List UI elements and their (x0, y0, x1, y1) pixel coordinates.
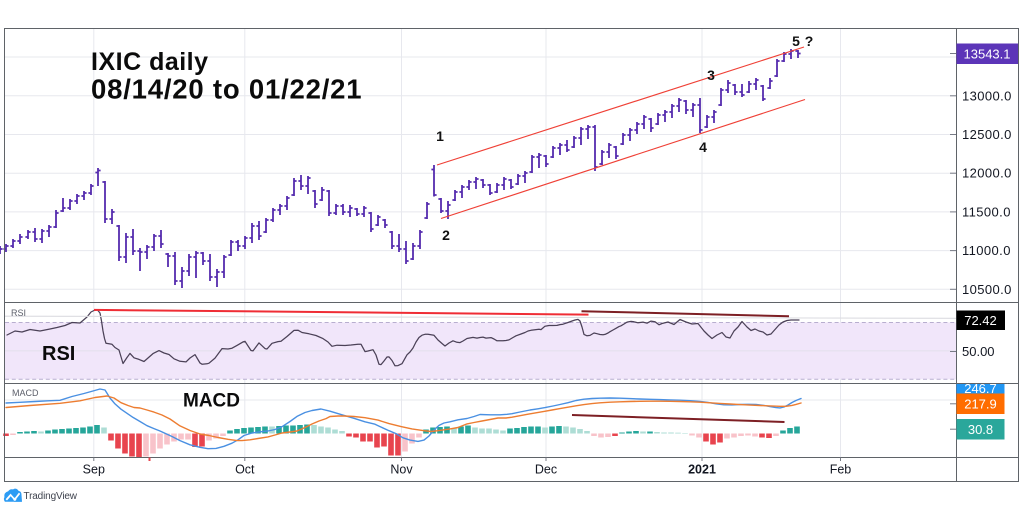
svg-text:50.00: 50.00 (962, 344, 995, 359)
svg-text:TradingView: TradingView (24, 491, 78, 502)
svg-text:Nov: Nov (390, 463, 413, 477)
svg-text:Oct: Oct (235, 463, 255, 477)
svg-text:Feb: Feb (830, 463, 852, 477)
svg-text:246.7: 246.7 (964, 381, 997, 396)
svg-text:MACD: MACD (183, 391, 240, 412)
svg-text:5: 5 (792, 33, 800, 49)
svg-text:12500.0: 12500.0 (962, 127, 1012, 142)
svg-text:08/14/20 to 01/22/21: 08/14/20 to 01/22/21 (91, 74, 362, 105)
svg-text:2: 2 (442, 227, 450, 243)
svg-text:72.42: 72.42 (964, 313, 997, 328)
svg-text:1: 1 (436, 128, 444, 144)
svg-text:13000.0: 13000.0 (962, 88, 1012, 103)
svg-text:217.9: 217.9 (964, 396, 997, 411)
svg-text:11500.0: 11500.0 (962, 204, 1011, 219)
svg-text:MACD: MACD (12, 388, 39, 398)
svg-text:2021: 2021 (688, 463, 716, 477)
svg-text:Sep: Sep (83, 463, 105, 477)
svg-text:IXIC daily: IXIC daily (91, 48, 209, 76)
svg-text:10500.0: 10500.0 (962, 282, 1012, 297)
svg-text:11000.0: 11000.0 (962, 243, 1011, 258)
svg-text:4: 4 (699, 139, 707, 155)
svg-text:30.8: 30.8 (968, 422, 993, 437)
svg-text:?: ? (805, 33, 814, 49)
svg-text:RSI: RSI (42, 343, 75, 365)
svg-text:13543.1: 13543.1 (964, 47, 1011, 62)
svg-text:3: 3 (707, 67, 715, 83)
svg-text:Dec: Dec (535, 463, 557, 477)
svg-text:12000.0: 12000.0 (962, 166, 1012, 181)
svg-text:RSI: RSI (11, 308, 26, 318)
